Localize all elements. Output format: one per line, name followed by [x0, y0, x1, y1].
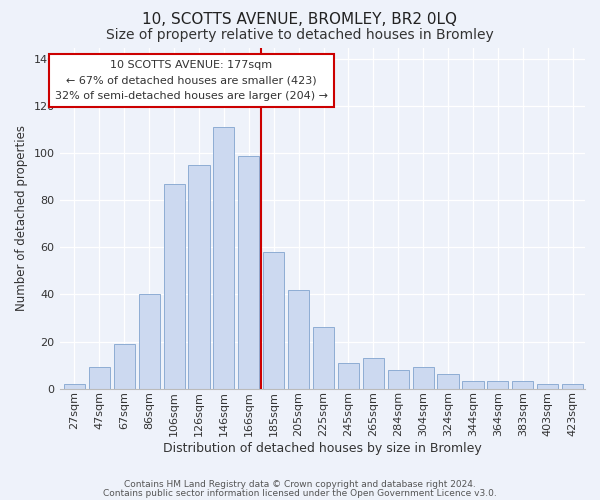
Bar: [313, 328, 334, 388]
Bar: [64, 384, 85, 388]
Bar: [164, 184, 185, 388]
Bar: [537, 384, 558, 388]
Bar: [413, 368, 434, 388]
Bar: [139, 294, 160, 388]
Bar: [388, 370, 409, 388]
Bar: [437, 374, 458, 388]
Bar: [238, 156, 259, 388]
Bar: [288, 290, 309, 388]
Bar: [89, 368, 110, 388]
Text: 10 SCOTTS AVENUE: 177sqm
← 67% of detached houses are smaller (423)
32% of semi-: 10 SCOTTS AVENUE: 177sqm ← 67% of detach…: [55, 60, 328, 101]
Bar: [487, 382, 508, 388]
Text: 10, SCOTTS AVENUE, BROMLEY, BR2 0LQ: 10, SCOTTS AVENUE, BROMLEY, BR2 0LQ: [143, 12, 458, 28]
Bar: [188, 165, 209, 388]
Bar: [114, 344, 135, 389]
Bar: [214, 128, 235, 388]
Text: Size of property relative to detached houses in Bromley: Size of property relative to detached ho…: [106, 28, 494, 42]
Bar: [562, 384, 583, 388]
Y-axis label: Number of detached properties: Number of detached properties: [15, 125, 28, 311]
Text: Contains public sector information licensed under the Open Government Licence v3: Contains public sector information licen…: [103, 488, 497, 498]
X-axis label: Distribution of detached houses by size in Bromley: Distribution of detached houses by size …: [163, 442, 482, 455]
Bar: [463, 382, 484, 388]
Bar: [363, 358, 384, 388]
Bar: [338, 362, 359, 388]
Bar: [512, 382, 533, 388]
Text: Contains HM Land Registry data © Crown copyright and database right 2024.: Contains HM Land Registry data © Crown c…: [124, 480, 476, 489]
Bar: [263, 252, 284, 388]
